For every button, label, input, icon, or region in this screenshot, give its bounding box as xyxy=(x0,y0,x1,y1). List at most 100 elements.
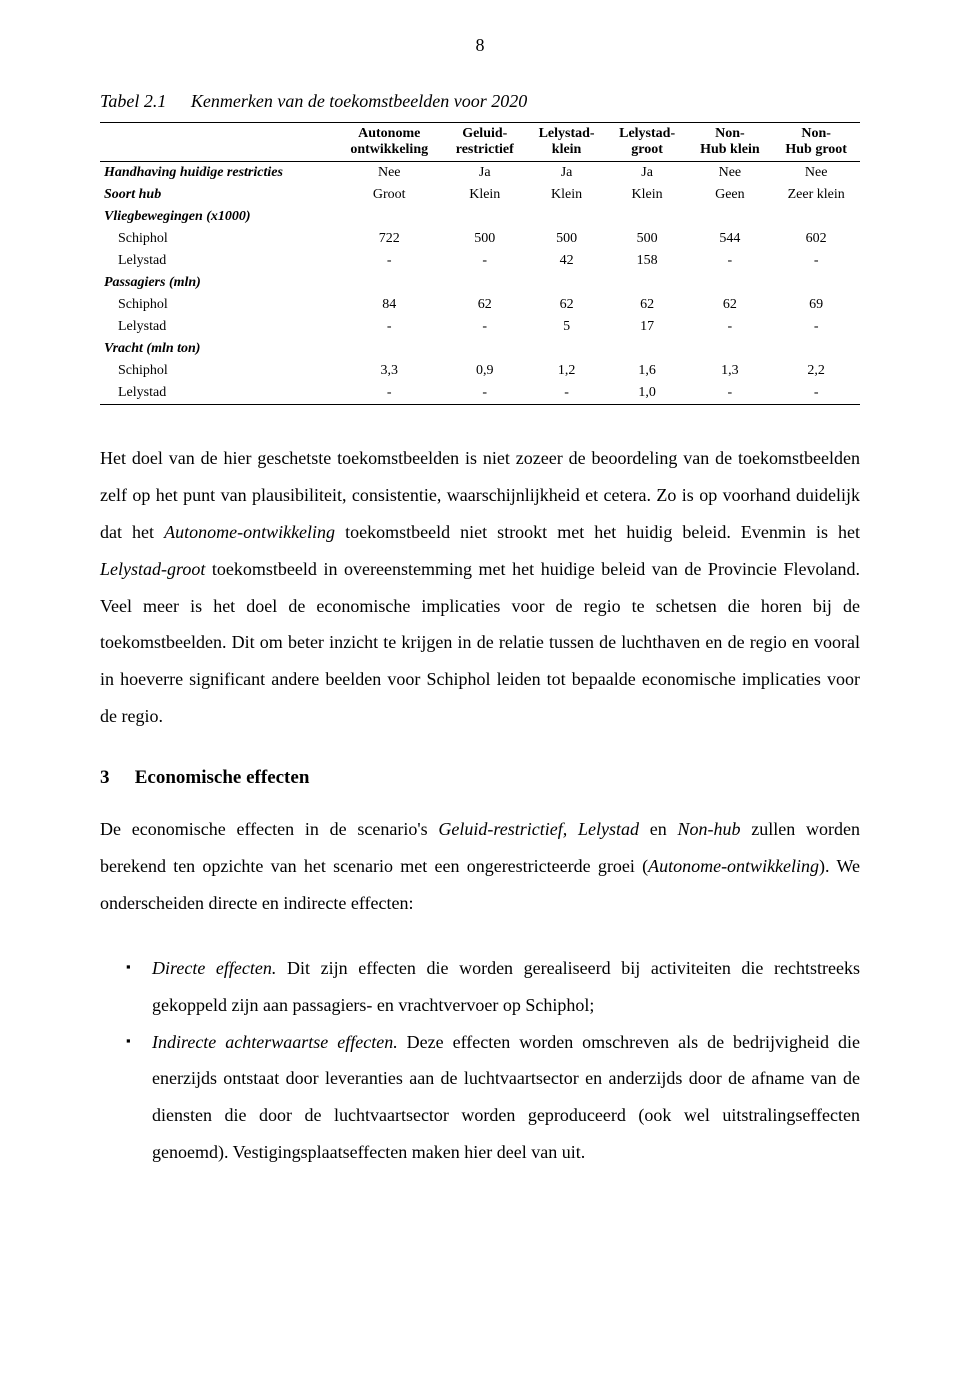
row-label: Schiphol xyxy=(100,228,335,250)
table-row: Vliegbewegingen (x1000) xyxy=(100,206,860,228)
table-row: Schiphol846262626269 xyxy=(100,294,860,316)
cell xyxy=(687,206,772,228)
cell xyxy=(687,272,772,294)
row-label: Lelystad xyxy=(100,382,335,405)
cell: 602 xyxy=(772,228,860,250)
row-label: Schiphol xyxy=(100,294,335,316)
cell xyxy=(772,338,860,360)
cell: - xyxy=(772,250,860,272)
cell: Ja xyxy=(443,162,526,185)
cell xyxy=(526,338,607,360)
paragraph-2: De economische effecten in de scenario's… xyxy=(100,811,860,922)
row-label: Soort hub xyxy=(100,184,335,206)
cell: 69 xyxy=(772,294,860,316)
row-label: Lelystad xyxy=(100,316,335,338)
bullet-lead: Indirecte achterwaartse effecten. xyxy=(152,1032,398,1052)
cell: 544 xyxy=(687,228,772,250)
cell: 3,3 xyxy=(335,360,443,382)
table-row: Passagiers (mln) xyxy=(100,272,860,294)
table-row: Schiphol722500500500544602 xyxy=(100,228,860,250)
cell: Nee xyxy=(335,162,443,185)
table-row: Lelystad---1,0-- xyxy=(100,382,860,405)
cell: 62 xyxy=(687,294,772,316)
row-label: Vliegbewegingen (x1000) xyxy=(100,206,335,228)
cell: Ja xyxy=(607,162,688,185)
table-row: Lelystad--517-- xyxy=(100,316,860,338)
cell: 500 xyxy=(526,228,607,250)
cell xyxy=(772,272,860,294)
table-row: Vracht (mln ton) xyxy=(100,338,860,360)
cell: Klein xyxy=(607,184,688,206)
cell: Geen xyxy=(687,184,772,206)
column-header xyxy=(100,123,335,162)
cell: Nee xyxy=(687,162,772,185)
cell: 62 xyxy=(443,294,526,316)
section-title: Economische effecten xyxy=(135,767,310,788)
cell: 500 xyxy=(607,228,688,250)
section-heading: 3 Economische effecten xyxy=(100,767,860,789)
table-row: Lelystad--42158-- xyxy=(100,250,860,272)
kenmerken-table: AutonomeontwikkelingGeluid-restrictief Le… xyxy=(100,122,860,405)
cell: 17 xyxy=(607,316,688,338)
paragraph-1: Het doel van de hier geschetste toekomst… xyxy=(100,440,860,735)
cell: - xyxy=(335,316,443,338)
table-row: Handhaving huidige restrictiesNeeJaJaJaN… xyxy=(100,162,860,185)
cell xyxy=(443,206,526,228)
row-label: Handhaving huidige restricties xyxy=(100,162,335,185)
cell: 2,2 xyxy=(772,360,860,382)
cell xyxy=(526,206,607,228)
cell: Groot xyxy=(335,184,443,206)
cell: - xyxy=(443,250,526,272)
cell: Zeer klein xyxy=(772,184,860,206)
cell: Klein xyxy=(443,184,526,206)
cell: - xyxy=(443,316,526,338)
cell: 1,0 xyxy=(607,382,688,405)
cell: 1,6 xyxy=(607,360,688,382)
cell: 62 xyxy=(526,294,607,316)
column-header: Autonomeontwikkeling xyxy=(335,123,443,162)
cell: - xyxy=(687,382,772,405)
list-item: Directe effecten. Dit zijn effecten die … xyxy=(100,950,860,1024)
cell: 84 xyxy=(335,294,443,316)
cell: Nee xyxy=(772,162,860,185)
cell: - xyxy=(687,250,772,272)
cell: - xyxy=(772,316,860,338)
italic-term: Autonome-ontwikkeling xyxy=(164,522,335,542)
bullet-lead: Directe effecten. xyxy=(152,958,276,978)
cell xyxy=(443,272,526,294)
list-item: Indirecte achterwaartse effecten. Deze e… xyxy=(100,1024,860,1172)
cell: - xyxy=(335,382,443,405)
cell xyxy=(335,338,443,360)
row-label: Schiphol xyxy=(100,360,335,382)
row-label: Lelystad xyxy=(100,250,335,272)
row-label: Passagiers (mln) xyxy=(100,272,335,294)
cell: 722 xyxy=(335,228,443,250)
table-row: Soort hubGrootKleinKleinKleinGeenZeer kl… xyxy=(100,184,860,206)
italic-term: Non-hub xyxy=(678,819,741,839)
italic-term: Autonome-ontwikkeling xyxy=(648,856,819,876)
cell xyxy=(607,272,688,294)
italic-term: Lelystad-groot xyxy=(100,559,205,579)
cell xyxy=(335,206,443,228)
column-header: Non-Hub groot xyxy=(772,123,860,162)
row-label: Vracht (mln ton) xyxy=(100,338,335,360)
cell: 5 xyxy=(526,316,607,338)
cell: - xyxy=(335,250,443,272)
cell: 62 xyxy=(607,294,688,316)
cell xyxy=(607,206,688,228)
bullet-list: Directe effecten. Dit zijn effecten die … xyxy=(100,950,860,1171)
table-row: Schiphol3,30,91,21,61,32,2 xyxy=(100,360,860,382)
cell: - xyxy=(526,382,607,405)
cell: Klein xyxy=(526,184,607,206)
cell xyxy=(335,272,443,294)
cell xyxy=(443,338,526,360)
table-title: Kenmerken van de toekomstbeelden voor 20… xyxy=(191,91,527,111)
table-caption: Tabel 2.1 Kenmerken van de toekomstbeeld… xyxy=(100,91,860,112)
cell: - xyxy=(687,316,772,338)
cell: 1,2 xyxy=(526,360,607,382)
cell xyxy=(687,338,772,360)
column-header: Geluid-restrictief xyxy=(443,123,526,162)
cell xyxy=(607,338,688,360)
cell: Ja xyxy=(526,162,607,185)
cell xyxy=(526,272,607,294)
